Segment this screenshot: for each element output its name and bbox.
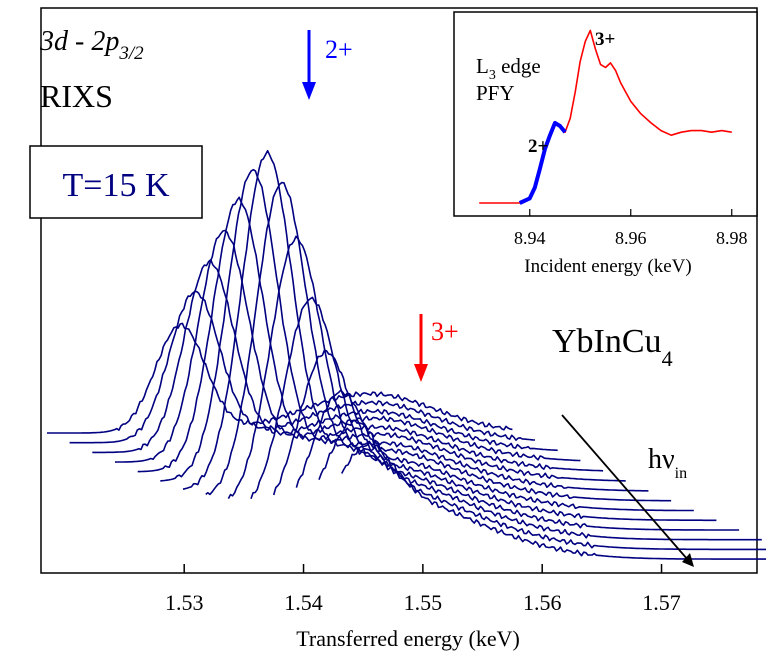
rixs-spectrum-line	[250, 296, 717, 522]
temperature-box	[29, 145, 203, 219]
rixs-spectrum-line	[227, 235, 694, 512]
inset-plot: 8.94 8.96 8.98 L3 edge PFY 2+ 3+ Incident …	[453, 11, 758, 277]
rixs-spectrum-line	[92, 258, 558, 454]
inset-label-3plus: 3+	[595, 29, 615, 50]
inset-x-tick-label: 8.94	[514, 228, 546, 248]
inset-edge-label: L3 edge	[476, 54, 541, 83]
rixs-spectrum-line	[295, 389, 762, 541]
inset-pfy-curves	[479, 29, 732, 205]
rixs-spectrum-line	[47, 322, 513, 434]
main-plot-frame	[40, 7, 758, 574]
rixs-spectra	[47, 149, 766, 560]
inset-divalent-curve	[518, 120, 567, 205]
rixs-spectrum-line	[114, 229, 581, 463]
transition-label: 3d - 2p3/2	[39, 26, 144, 64]
hv-label: hνin	[648, 444, 687, 482]
inset-frame	[453, 11, 758, 217]
inset-x-tick-label: 8.96	[615, 228, 647, 248]
incident-arrow-head	[682, 553, 694, 567]
incident-arrow-shaft	[561, 414, 689, 561]
main-x-tick-label: 1.57	[642, 590, 681, 615]
trivalent-arrow	[414, 314, 428, 382]
rixs-spectrum-line	[137, 196, 604, 473]
rixs-spectrum-line	[340, 441, 766, 560]
rixs-spectrum-line	[205, 181, 672, 502]
main-x-tick-label: 1.56	[523, 590, 562, 615]
inset-x-axis-title: Incident energy (keV)	[524, 256, 691, 277]
trivalent-label: 3+	[431, 317, 459, 346]
divalent-arrow-head	[302, 82, 316, 100]
temperature-label: T=15 K	[63, 167, 170, 204]
rixs-spectrum-line	[69, 290, 536, 444]
trivalent-arrow-head	[414, 364, 428, 382]
inset-x-tick-label: 8.98	[716, 228, 748, 248]
inset-label-2plus: 2+	[528, 136, 548, 157]
inset-x-axis: 8.94 8.96 8.98	[514, 209, 748, 248]
inset-method-label: PFY	[476, 81, 515, 105]
main-x-tick-label: 1.55	[404, 590, 443, 615]
divalent-label: 2+	[325, 35, 353, 64]
incident-energy-arrow	[561, 414, 694, 567]
method-label: RIXS	[40, 78, 113, 114]
main-x-tick-label: 1.54	[284, 590, 323, 615]
main-x-tick-label: 1.53	[165, 590, 204, 615]
rixs-spectrum-line	[160, 168, 626, 482]
compound-label: YbInCu4	[552, 323, 673, 371]
main-x-axis: 1.53 1.54 1.55 1.56 1.57	[165, 564, 681, 615]
divalent-arrow	[302, 30, 316, 100]
rixs-spectrum-line	[182, 149, 649, 492]
main-x-axis-title: Transferred energy (keV)	[296, 626, 520, 651]
